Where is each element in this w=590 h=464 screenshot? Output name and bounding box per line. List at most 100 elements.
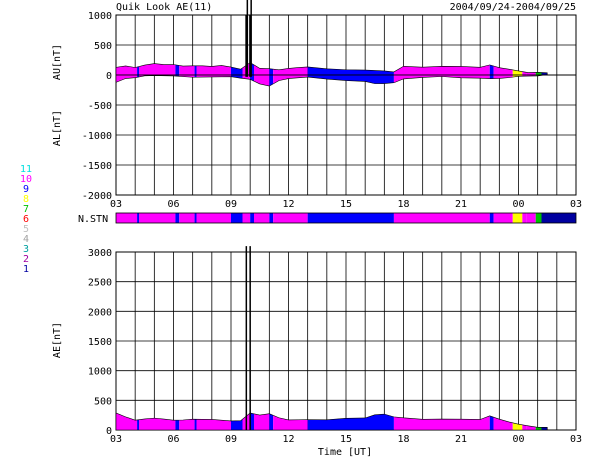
x-tick-label: 15: [340, 434, 352, 445]
nstn-segment: [493, 213, 513, 223]
legend-entry: 8: [23, 194, 29, 205]
nstn-segment: [137, 213, 139, 223]
y-tick-label: -2000: [82, 191, 112, 202]
nstn-segment: [541, 213, 576, 223]
au-axis-label: AU[nT]: [52, 44, 63, 80]
area-segment: [269, 74, 274, 87]
y-tick-label: 1500: [88, 337, 112, 348]
legend-entry: 1: [23, 264, 29, 275]
y-tick-label: 3000: [88, 248, 112, 259]
x-tick-label: 03: [110, 199, 122, 210]
y-tick-label: 500: [94, 41, 112, 52]
area-outline: [115, 62, 548, 76]
area-outline: [115, 74, 548, 87]
x-tick-label: 15: [340, 199, 352, 210]
legend-entry: 10: [20, 174, 32, 185]
nstn-segment: [116, 213, 138, 223]
au-al-panel: -2000 -1500 -1000 -500 0 500 1000 03 06 09 12 15 18 2…: [82, 0, 582, 210]
al-axis-label: AL[nT]: [52, 110, 63, 146]
nstn-segment: [269, 213, 274, 223]
x-tick-label: 18: [397, 199, 409, 210]
legend-entry: 3: [23, 244, 29, 255]
x-tick-label: 03: [110, 434, 122, 445]
area-segment: [137, 412, 139, 430]
legend-entry: 7: [23, 204, 29, 215]
x-tick-label: 00: [512, 199, 524, 210]
nstn-segment: [273, 213, 308, 223]
x-tick-label: 09: [225, 434, 237, 445]
nstn-label: N.STN: [78, 214, 108, 225]
legend-entry: 2: [23, 254, 29, 265]
nstn-segment: [196, 213, 231, 223]
plot-frame: [115, 14, 577, 196]
nstn-frame: [115, 212, 577, 224]
area-segment: [250, 412, 254, 430]
area-segment: [139, 62, 176, 75]
nstn-bar: [115, 212, 577, 224]
area-segment: [254, 74, 270, 87]
area-segment: [307, 74, 394, 87]
x-tick-label: 09: [225, 199, 237, 210]
nstn-segment: [194, 213, 197, 223]
nstn-segment: [526, 213, 536, 223]
x-tick-label: 21: [455, 434, 467, 445]
y-tick-label: 2500: [88, 278, 112, 289]
y-tick-label: -1500: [82, 161, 112, 172]
x-tick-label: 03: [570, 199, 582, 210]
area-segment: [489, 412, 494, 430]
ae-axis-label: AE[nT]: [52, 322, 63, 358]
x-tick-label: 03: [570, 434, 582, 445]
y-tick-label: 0: [106, 71, 112, 82]
legend-entry: 9: [23, 184, 29, 195]
y-tick-label: 2000: [88, 307, 112, 318]
y-tick-label: 1000: [88, 367, 112, 378]
nstn-segment: [242, 213, 251, 223]
y-tick-label: 0: [106, 426, 112, 437]
date-range: 2004/09/24-2004/09/25: [450, 2, 576, 13]
legend-entry: 6: [23, 214, 29, 225]
nstn-segment: [535, 213, 542, 223]
area-segment: [231, 62, 243, 75]
nstn-segment: [393, 213, 490, 223]
nstn-segment: [522, 213, 527, 223]
nstn-segment: [175, 213, 180, 223]
nstn-segment: [231, 213, 243, 223]
x-axis-title: Time [UT]: [318, 447, 372, 458]
x-tick-label: 06: [167, 434, 179, 445]
nstn-segment: [250, 213, 254, 223]
nstn-segment: [307, 213, 394, 223]
y-tick-label: 1000: [88, 11, 112, 22]
nstn-segment: [139, 213, 176, 223]
area-segment: [194, 62, 197, 75]
nstn-segment: [489, 213, 494, 223]
x-tick-label: 12: [282, 434, 294, 445]
y-tick-label: -500: [88, 101, 112, 112]
nstn-segment: [512, 213, 523, 223]
x-tick-label: 12: [282, 199, 294, 210]
area-segment: [231, 412, 243, 430]
y-tick-label: -1000: [82, 131, 112, 142]
x-tick-label: 00: [512, 434, 524, 445]
area-segment: [137, 62, 139, 75]
chart-title: Quik Look AE(11): [116, 2, 212, 13]
y-tick-label: 500: [94, 396, 112, 407]
nstn-segment: [179, 213, 195, 223]
area-segment: [254, 412, 270, 430]
area-outline: [115, 412, 548, 431]
x-tick-label: 21: [455, 199, 467, 210]
area-segment: [175, 62, 180, 75]
area-segment: [194, 412, 197, 430]
area-segment: [250, 62, 254, 75]
area-segment: [269, 412, 274, 430]
ae-panel: 0 500 1000 1500 2000 2500 3000 03 06 09 12 15 18 21 00…: [88, 246, 582, 445]
nstn-segment: [254, 213, 270, 223]
legend-entry: 4: [23, 234, 29, 245]
legend-entry: 5: [23, 224, 29, 235]
legend-entry: 11: [20, 164, 32, 175]
area-segment: [175, 412, 180, 430]
area-segment: [489, 62, 494, 75]
x-tick-label: 18: [397, 434, 409, 445]
